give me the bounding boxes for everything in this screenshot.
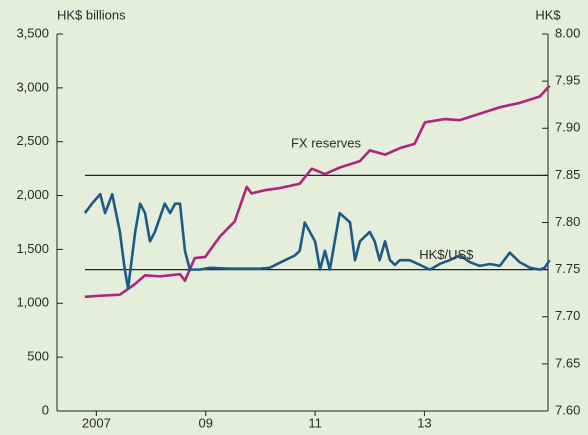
y-tick-label: 3,000 [16,79,49,94]
y-tick-label: 1,500 [16,241,49,256]
x-tick-label: 09 [198,415,212,430]
y-tick-label: 0 [42,402,49,417]
y2-tick-label: 7.75 [555,261,580,276]
y-tick-label: 2,500 [16,133,49,148]
y2-tick-label: 7.60 [555,402,580,417]
annotation: HK$/US$ [419,247,474,262]
y-axis-label: HK$ billions [57,7,126,22]
y2-tick-label: 7.85 [555,167,580,182]
y2-tick-label: 8.00 [555,25,580,40]
y-tick-label: 1,000 [16,295,49,310]
series-line [84,84,551,299]
y2-tick-label: 7.65 [555,355,580,370]
x-tick-label: 2007 [82,415,111,430]
y-tick-label: 3,500 [16,25,49,40]
x-tick-label: 11 [308,415,322,430]
y2-tick-label: 7.70 [555,308,580,323]
y2-tick-label: 7.95 [555,73,580,88]
series-line [83,192,551,290]
y2-axis-label: HK$ [535,7,561,22]
y-tick-label: 2,000 [16,187,49,202]
x-tick-label: 13 [417,415,431,430]
y2-tick-label: 7.90 [555,120,580,135]
y-tick-label: 500 [27,349,49,364]
annotation: FX reserves [291,135,362,150]
y2-tick-label: 7.80 [555,214,580,229]
